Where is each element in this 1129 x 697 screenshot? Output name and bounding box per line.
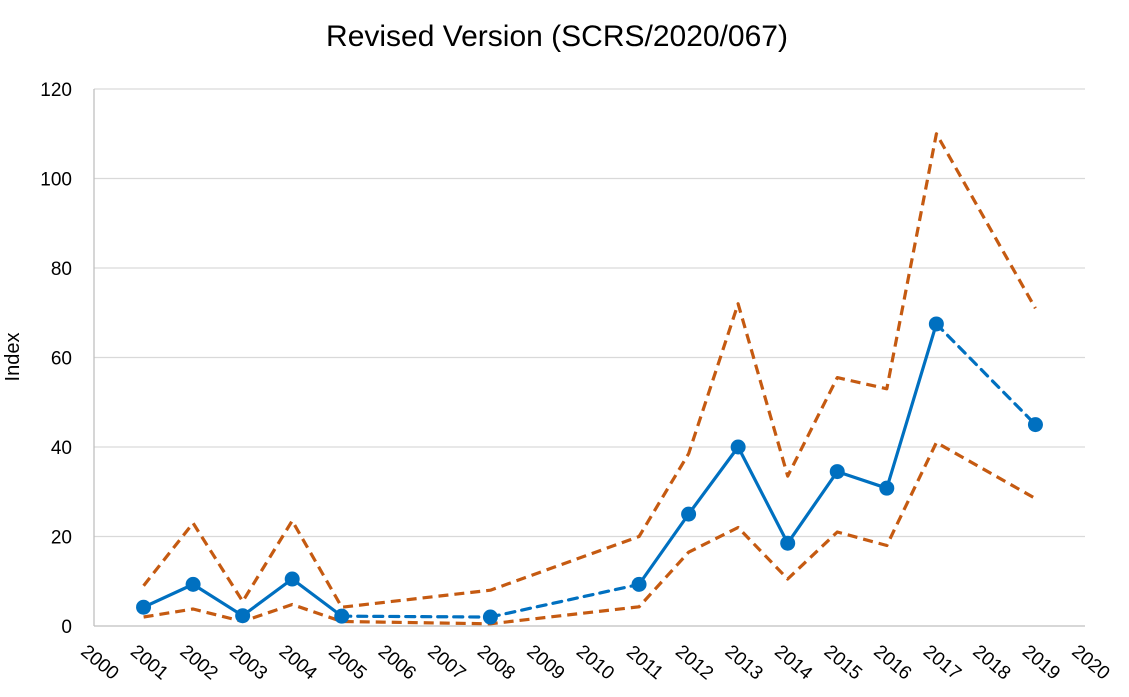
x-tick-label: 2011 <box>622 642 667 684</box>
x-tick-label: 2018 <box>968 641 1014 684</box>
index-point-2011 <box>631 576 647 592</box>
y-tick-label: 0 <box>61 617 72 638</box>
x-tick-label: 2006 <box>374 641 420 684</box>
y-tick-label: 80 <box>51 259 72 280</box>
x-tick-label: 2015 <box>820 641 866 684</box>
index-point-2019 <box>1027 417 1043 433</box>
index-line-segment <box>885 322 938 490</box>
index-line-segment <box>786 470 839 545</box>
y-tick-labels: 0 20 40 60 80 100 120 <box>40 80 72 638</box>
x-tick-label: 2003 <box>225 641 271 684</box>
x-tick-label: 2009 <box>523 641 569 684</box>
x-tick-label: 2004 <box>275 641 321 685</box>
index-point-2015 <box>829 464 845 480</box>
x-tick-label: 2017 <box>919 641 965 684</box>
index-point-2014 <box>780 535 796 551</box>
index-line-segment <box>934 322 1038 427</box>
index-line-segment <box>340 614 492 619</box>
index-point-2008 <box>482 609 498 625</box>
axes <box>93 89 1085 627</box>
index-point-2001 <box>136 599 152 615</box>
x-tick-label: 2016 <box>869 641 915 684</box>
x-tick-label: 2014 <box>770 641 816 685</box>
index-line-segment <box>736 445 790 545</box>
y-tick-label: 100 <box>40 170 72 191</box>
upper-bound-line <box>142 132 1037 609</box>
x-tick-label: 2013 <box>721 641 767 684</box>
x-tick-label: 2002 <box>176 641 222 684</box>
x-tick-label: 2019 <box>1018 641 1064 684</box>
x-tick-label: 2020 <box>1068 641 1114 684</box>
chart-title: Revised Version (SCRS/2020/067) <box>326 20 788 53</box>
index-point-2016 <box>879 480 895 496</box>
x-tick-label: 2010 <box>572 641 618 684</box>
x-tick-labels: 2000 2001 2002 2003 2004 2005 2006 2007 2008 2009… <box>77 641 1114 685</box>
index-point-2012 <box>681 506 697 522</box>
index-line-segment <box>290 577 344 618</box>
index-point-2013 <box>730 439 746 455</box>
index-point-2002 <box>185 576 201 592</box>
y-axis-label: Index <box>2 333 24 382</box>
index-line-segment <box>488 582 641 619</box>
index-point-2003 <box>235 608 251 624</box>
x-tick-label: 2008 <box>473 641 519 684</box>
y-tick-label: 120 <box>40 80 72 101</box>
y-tick-label: 60 <box>51 349 72 370</box>
x-tick-label: 2012 <box>671 641 717 684</box>
x-tick-label: 2000 <box>77 641 123 684</box>
index-line-segment <box>835 470 889 490</box>
x-tick-label: 2007 <box>423 641 469 684</box>
index-line-segment <box>686 445 740 516</box>
gridlines <box>94 88 1085 538</box>
index-point-2005 <box>334 608 350 624</box>
index-line-segment <box>141 582 195 609</box>
x-tick-label: 2005 <box>324 641 370 684</box>
index-line-segment <box>241 577 294 618</box>
index-line-segment <box>637 512 691 586</box>
y-tick-label: 20 <box>51 528 72 549</box>
x-tick-label: 2001 <box>126 641 172 684</box>
index-point-2017 <box>928 316 944 332</box>
series <box>136 132 1043 626</box>
index-line-segment <box>191 582 245 618</box>
y-tick-label: 40 <box>51 438 72 459</box>
index-point-2004 <box>284 571 300 587</box>
